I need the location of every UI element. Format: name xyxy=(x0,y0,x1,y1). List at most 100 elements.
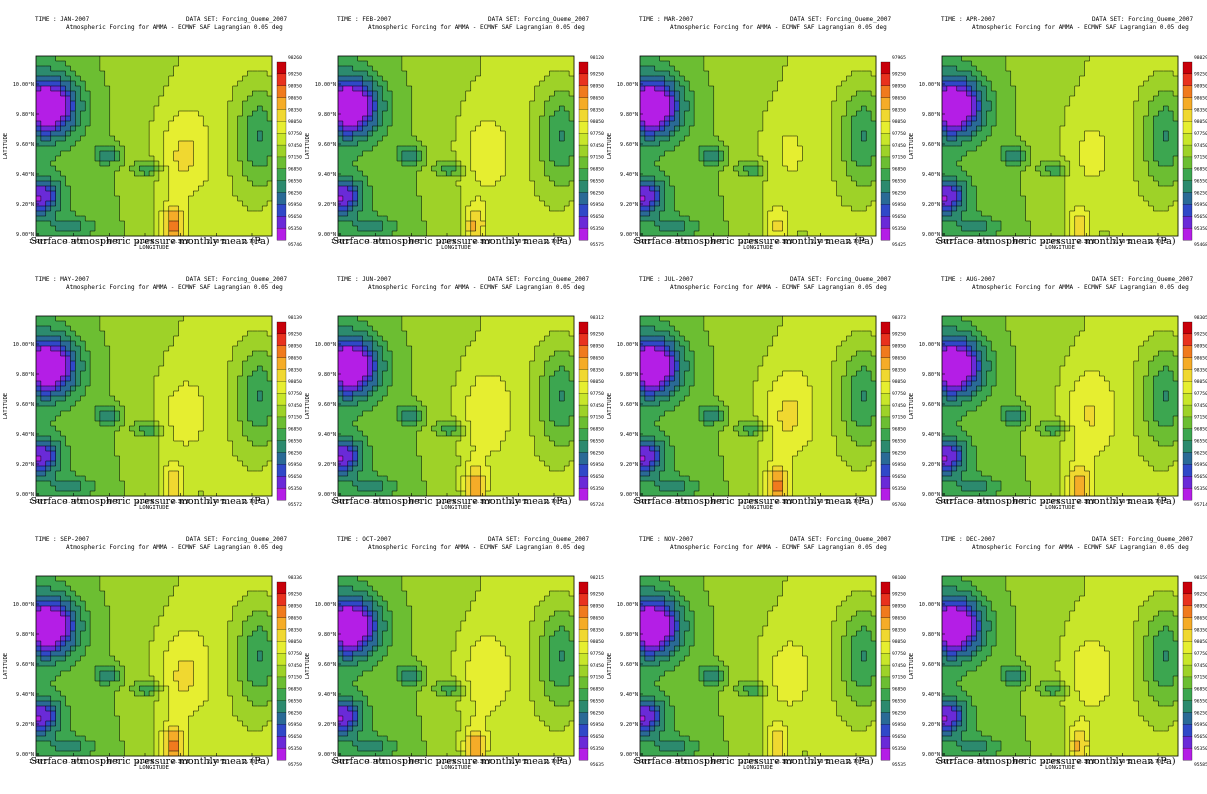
field-cell xyxy=(510,96,515,101)
field-cell xyxy=(535,116,540,121)
field-cell xyxy=(427,71,432,76)
field-cell xyxy=(213,136,218,141)
field-cell xyxy=(733,181,738,186)
field-cell xyxy=(500,156,505,161)
field-cell xyxy=(743,156,748,161)
field-cell xyxy=(159,146,164,151)
field-cell xyxy=(198,116,203,121)
field-cell xyxy=(66,141,71,146)
field-cell xyxy=(358,206,363,211)
field-cell xyxy=(665,211,670,216)
field-cell xyxy=(243,141,248,146)
field-cell xyxy=(61,146,66,151)
field-cell xyxy=(495,111,500,116)
field-cell xyxy=(709,71,714,76)
field-cell xyxy=(640,71,645,76)
field-cell xyxy=(476,146,481,151)
field-cell xyxy=(704,71,709,76)
field-cell xyxy=(768,186,773,191)
field-cell xyxy=(257,106,262,111)
field-cell xyxy=(763,216,768,221)
field-cell xyxy=(353,131,358,136)
field-cell xyxy=(80,131,85,136)
field-cell xyxy=(655,226,660,231)
field-cell xyxy=(218,101,223,106)
field-cell xyxy=(233,196,238,201)
field-cell xyxy=(188,106,193,111)
field-cell xyxy=(397,116,402,121)
field-cell xyxy=(500,126,505,131)
field-cell xyxy=(451,216,456,221)
field-cell xyxy=(719,206,724,211)
field-cell xyxy=(417,161,422,166)
field-cell xyxy=(822,186,827,191)
field-cell xyxy=(353,121,358,126)
field-cell xyxy=(689,121,694,126)
field-cell xyxy=(105,216,110,221)
field-cell xyxy=(476,181,481,186)
field-cell xyxy=(105,181,110,186)
field-cell xyxy=(56,86,61,91)
field-cell xyxy=(422,121,427,126)
field-cell xyxy=(90,151,95,156)
field-cell xyxy=(358,66,363,71)
field-cell xyxy=(738,166,743,171)
field-cell xyxy=(640,191,645,196)
field-cell xyxy=(238,91,243,96)
field-cell xyxy=(554,196,559,201)
field-cell xyxy=(358,226,363,231)
field-cell xyxy=(540,186,545,191)
field-cell xyxy=(51,96,56,101)
field-cell xyxy=(640,106,645,111)
field-cell xyxy=(699,201,704,206)
field-cell xyxy=(564,81,569,86)
field-cell xyxy=(144,101,149,106)
field-cell xyxy=(684,111,689,116)
field-cell xyxy=(115,131,120,136)
field-cell xyxy=(792,211,797,216)
field-cell xyxy=(520,186,525,191)
field-cell xyxy=(446,211,451,216)
field-cell xyxy=(252,126,257,131)
field-cell xyxy=(490,156,495,161)
field-cell xyxy=(422,186,427,191)
field-cell xyxy=(115,226,120,231)
field-cell xyxy=(223,56,228,61)
field-cell xyxy=(802,76,807,81)
field-cell xyxy=(105,71,110,76)
field-cell xyxy=(164,61,169,66)
field-cell xyxy=(85,226,90,231)
field-cell xyxy=(743,66,748,71)
field-cell xyxy=(85,81,90,86)
field-cell xyxy=(481,91,486,96)
field-cell xyxy=(353,176,358,181)
field-cell xyxy=(392,71,397,76)
field-cell xyxy=(827,176,832,181)
field-cell xyxy=(368,96,373,101)
field-cell xyxy=(525,71,530,76)
field-cell xyxy=(679,176,684,181)
field-cell xyxy=(223,146,228,151)
field-cell xyxy=(802,186,807,191)
field-cell xyxy=(564,61,569,66)
field-cell xyxy=(515,181,520,186)
field-cell xyxy=(768,211,773,216)
field-cell xyxy=(753,86,758,91)
field-cell xyxy=(243,86,248,91)
field-cell xyxy=(382,186,387,191)
field-cell xyxy=(822,156,827,161)
field-cell xyxy=(139,76,144,81)
field-cell xyxy=(51,176,56,181)
field-cell xyxy=(125,136,130,141)
field-cell xyxy=(139,91,144,96)
field-cell xyxy=(51,206,56,211)
field-cell xyxy=(733,61,738,66)
field-cell xyxy=(471,71,476,76)
field-cell xyxy=(372,211,377,216)
field-cell xyxy=(802,121,807,126)
field-cell xyxy=(427,196,432,201)
field-cell xyxy=(655,211,660,216)
field-cell xyxy=(80,136,85,141)
field-cell xyxy=(203,171,208,176)
